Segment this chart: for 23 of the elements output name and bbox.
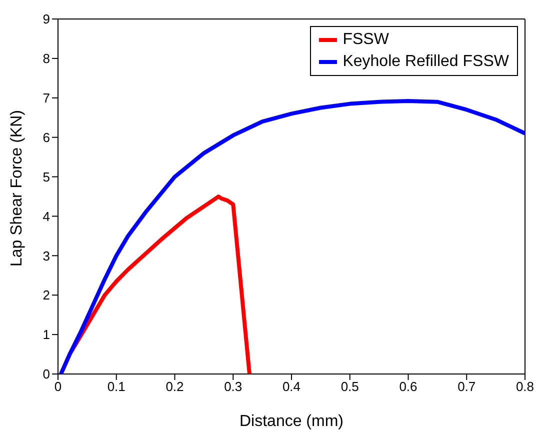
x-tick-label: 0.6 (399, 379, 418, 394)
x-tick-label: 0.3 (224, 379, 242, 394)
y-tick-label: 0 (42, 366, 50, 382)
x-tick-label: 0.5 (340, 379, 359, 394)
x-tick-label: 0.2 (166, 379, 184, 394)
y-tick-label: 4 (42, 208, 50, 224)
x-axis-title: Distance (mm) (239, 413, 344, 430)
y-tick-label: 5 (42, 169, 50, 184)
y-axis-title: Lap Shear Force (KN) (8, 110, 26, 266)
x-tick-label: 0.7 (458, 379, 476, 394)
y-tick-label: 7 (42, 90, 50, 106)
y-tick-label: 3 (42, 248, 50, 264)
legend-label: FSSW (342, 30, 389, 50)
x-tick-label: 0.4 (282, 379, 301, 394)
y-tick-label: 1 (42, 327, 50, 342)
x-tick-label: 0.1 (107, 379, 126, 394)
legend-label: Keyhole Refilled FSSW (342, 52, 509, 72)
y-tick-label: 8 (42, 51, 50, 66)
y-tick-label: 2 (42, 288, 50, 303)
x-tick-label: 0.8 (516, 379, 534, 394)
y-tick-label: 6 (42, 130, 50, 145)
y-tick-label: 9 (42, 12, 50, 27)
x-tick-label: 0 (54, 379, 62, 394)
